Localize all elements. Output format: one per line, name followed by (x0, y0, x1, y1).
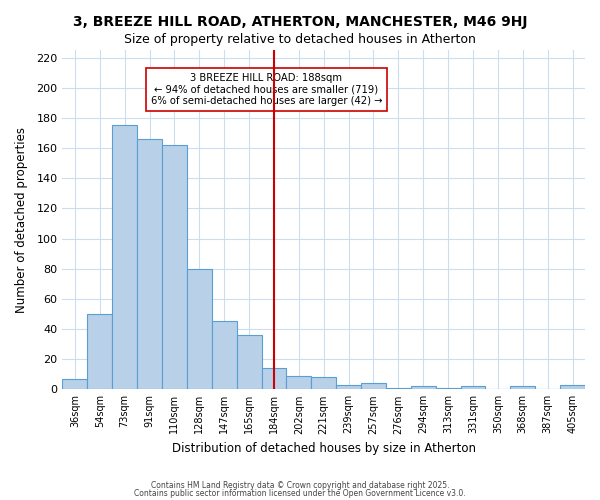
Bar (236, 335, 262, 390)
Bar (311, 377, 336, 390)
Bar (436, 388, 461, 390)
Bar (88, 314, 112, 390)
Bar (137, 139, 162, 390)
Bar (361, 384, 386, 390)
Bar (187, 268, 212, 390)
Bar (560, 385, 585, 390)
Bar (336, 385, 361, 390)
Y-axis label: Number of detached properties: Number of detached properties (15, 126, 28, 312)
Bar (511, 386, 535, 390)
X-axis label: Distribution of detached houses by size in Atherton: Distribution of detached houses by size … (172, 442, 476, 455)
Bar (212, 322, 236, 390)
Bar (286, 376, 311, 390)
Bar (386, 388, 411, 390)
Text: Size of property relative to detached houses in Atherton: Size of property relative to detached ho… (124, 32, 476, 46)
Bar (461, 386, 485, 390)
Text: 3, BREEZE HILL ROAD, ATHERTON, MANCHESTER, M46 9HJ: 3, BREEZE HILL ROAD, ATHERTON, MANCHESTE… (73, 15, 527, 29)
Bar (262, 368, 286, 390)
Text: Contains public sector information licensed under the Open Government Licence v3: Contains public sector information licen… (134, 488, 466, 498)
Bar (411, 386, 436, 390)
Text: Contains HM Land Registry data © Crown copyright and database right 2025.: Contains HM Land Registry data © Crown c… (151, 481, 449, 490)
Text: 3 BREEZE HILL ROAD: 188sqm
← 94% of detached houses are smaller (719)
6% of semi: 3 BREEZE HILL ROAD: 188sqm ← 94% of deta… (151, 72, 382, 106)
Bar (112, 126, 137, 390)
Bar (162, 145, 187, 390)
Bar (62, 378, 88, 390)
